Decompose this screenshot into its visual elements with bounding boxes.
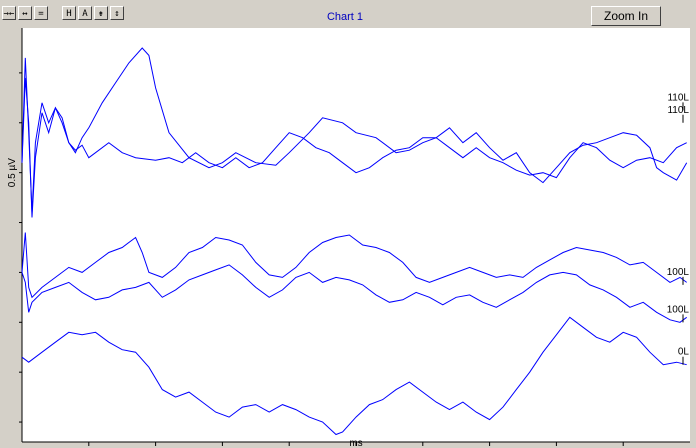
- h-icon[interactable]: H: [62, 6, 76, 20]
- series-line-2: [21, 232, 687, 299]
- zoom-in-button[interactable]: Zoom In: [591, 6, 661, 26]
- series-label-4: 0L: [678, 347, 690, 358]
- plot-area: [22, 28, 690, 442]
- series-line-3: [21, 264, 687, 323]
- series-label-2: 100L: [667, 267, 690, 278]
- series-line-1: [21, 77, 687, 218]
- series-label-0: 110L: [667, 92, 689, 103]
- a-icon[interactable]: A: [78, 6, 92, 20]
- series-label-1: 110L: [667, 105, 689, 116]
- fit-icon[interactable]: →←: [2, 6, 16, 20]
- chart-title: Chart 1: [326, 11, 364, 23]
- y-axis-label: 0.5 µV: [7, 158, 18, 187]
- x-axis-label: ms: [349, 438, 362, 448]
- series-line-4: [21, 316, 687, 436]
- expand-icon[interactable]: ↔: [18, 6, 32, 20]
- series-label-3: 100L: [667, 304, 690, 315]
- series-labels: 110L 110L 100L 100L 0L: [667, 92, 690, 365]
- vertical-expand-icon[interactable]: ↕: [110, 6, 124, 20]
- equal-icon[interactable]: =: [34, 6, 48, 20]
- axes: 123456789: [19, 28, 690, 446]
- chart-toolbar: →← ↔ = H A ⇟ ↕: [2, 6, 124, 20]
- series-layer: [21, 47, 688, 436]
- vertical-compress-icon[interactable]: ⇟: [94, 6, 108, 20]
